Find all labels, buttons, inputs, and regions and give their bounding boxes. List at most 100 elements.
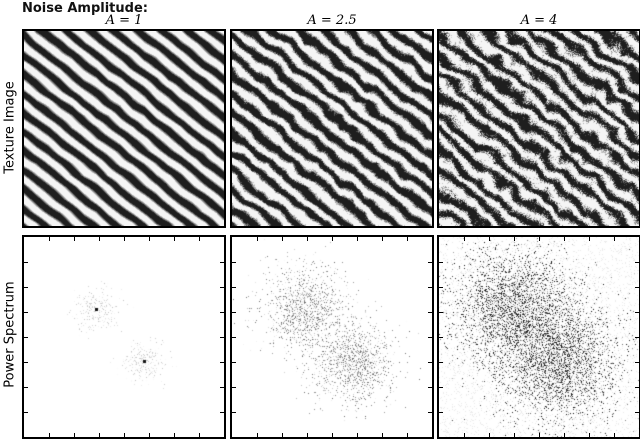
axis-tick bbox=[24, 262, 28, 263]
axis-tick bbox=[564, 237, 565, 241]
axis-tick bbox=[635, 337, 639, 338]
axis-tick bbox=[564, 433, 565, 437]
axis-tick bbox=[407, 237, 408, 241]
axis-tick bbox=[635, 287, 639, 288]
axis-tick bbox=[124, 237, 125, 241]
axis-tick bbox=[407, 433, 408, 437]
axis-tick bbox=[357, 237, 358, 241]
axis-tick bbox=[174, 237, 175, 241]
axis-tick bbox=[464, 237, 465, 241]
texture-image-panel bbox=[437, 29, 640, 228]
axis-tick bbox=[514, 237, 515, 241]
axis-tick bbox=[382, 237, 383, 241]
power-spectrum-image bbox=[232, 237, 432, 437]
axis-tick bbox=[428, 262, 432, 263]
axis-tick bbox=[428, 337, 432, 338]
axis-tick bbox=[635, 312, 639, 313]
axis-tick bbox=[124, 433, 125, 437]
axis-tick bbox=[428, 362, 432, 363]
axis-tick bbox=[174, 433, 175, 437]
axis-tick bbox=[439, 387, 443, 388]
axis-tick bbox=[232, 262, 236, 263]
axis-tick bbox=[439, 412, 443, 413]
column-title-3: A = 4 bbox=[520, 13, 558, 28]
axis-tick bbox=[439, 362, 443, 363]
axis-tick bbox=[257, 433, 258, 437]
axis-tick bbox=[99, 433, 100, 437]
axis-tick bbox=[74, 237, 75, 241]
axis-tick bbox=[24, 387, 28, 388]
axis-tick bbox=[489, 237, 490, 241]
power-spectrum-panel bbox=[22, 235, 226, 439]
axis-tick bbox=[199, 237, 200, 241]
axis-tick bbox=[232, 387, 236, 388]
axis-tick bbox=[357, 433, 358, 437]
axis-tick bbox=[220, 262, 224, 263]
power-spectrum-image bbox=[24, 237, 224, 437]
axis-tick bbox=[199, 433, 200, 437]
axis-tick bbox=[99, 237, 100, 241]
axis-tick bbox=[439, 287, 443, 288]
axis-tick bbox=[220, 362, 224, 363]
axis-tick bbox=[539, 433, 540, 437]
axis-tick bbox=[428, 412, 432, 413]
power-spectrum-image bbox=[439, 237, 639, 437]
axis-tick bbox=[49, 433, 50, 437]
axis-tick bbox=[220, 387, 224, 388]
axis-tick bbox=[439, 312, 443, 313]
axis-tick bbox=[232, 337, 236, 338]
axis-tick bbox=[24, 337, 28, 338]
axis-tick bbox=[257, 237, 258, 241]
axis-tick bbox=[614, 433, 615, 437]
axis-tick bbox=[74, 433, 75, 437]
axis-tick bbox=[464, 433, 465, 437]
axis-tick bbox=[614, 237, 615, 241]
axis-tick bbox=[635, 412, 639, 413]
axis-tick bbox=[382, 433, 383, 437]
axis-tick bbox=[428, 287, 432, 288]
axis-tick bbox=[439, 337, 443, 338]
axis-tick bbox=[149, 237, 150, 241]
row-label-texture: Texture Image bbox=[2, 81, 18, 174]
axis-tick bbox=[49, 237, 50, 241]
axis-tick bbox=[24, 287, 28, 288]
axis-tick bbox=[307, 237, 308, 241]
axis-tick bbox=[232, 362, 236, 363]
axis-tick bbox=[439, 262, 443, 263]
figure-suptitle: Noise Amplitude: bbox=[22, 1, 148, 16]
axis-tick bbox=[428, 312, 432, 313]
texture-image bbox=[232, 31, 432, 226]
axis-tick bbox=[428, 387, 432, 388]
axis-tick bbox=[24, 312, 28, 313]
texture-image-panel bbox=[230, 29, 434, 228]
axis-tick bbox=[489, 433, 490, 437]
axis-tick bbox=[232, 312, 236, 313]
axis-tick bbox=[220, 287, 224, 288]
axis-tick bbox=[24, 412, 28, 413]
axis-tick bbox=[282, 433, 283, 437]
axis-tick bbox=[307, 433, 308, 437]
axis-tick bbox=[232, 287, 236, 288]
axis-tick bbox=[589, 237, 590, 241]
axis-tick bbox=[282, 237, 283, 241]
texture-image bbox=[24, 31, 224, 226]
texture-image bbox=[439, 31, 639, 226]
axis-tick bbox=[635, 262, 639, 263]
axis-tick bbox=[149, 433, 150, 437]
axis-tick bbox=[220, 337, 224, 338]
power-spectrum-panel bbox=[230, 235, 434, 439]
axis-tick bbox=[539, 237, 540, 241]
texture-image-panel bbox=[22, 29, 226, 228]
column-title-2: A = 2.5 bbox=[307, 13, 357, 28]
axis-tick bbox=[232, 412, 236, 413]
axis-tick bbox=[635, 362, 639, 363]
axis-tick bbox=[220, 412, 224, 413]
axis-tick bbox=[635, 387, 639, 388]
column-title-1: A = 1 bbox=[105, 13, 143, 28]
axis-tick bbox=[24, 362, 28, 363]
axis-tick bbox=[514, 433, 515, 437]
row-label-spectrum: Power Spectrum bbox=[2, 281, 18, 388]
axis-tick bbox=[332, 237, 333, 241]
axis-tick bbox=[589, 433, 590, 437]
power-spectrum-panel bbox=[437, 235, 640, 439]
